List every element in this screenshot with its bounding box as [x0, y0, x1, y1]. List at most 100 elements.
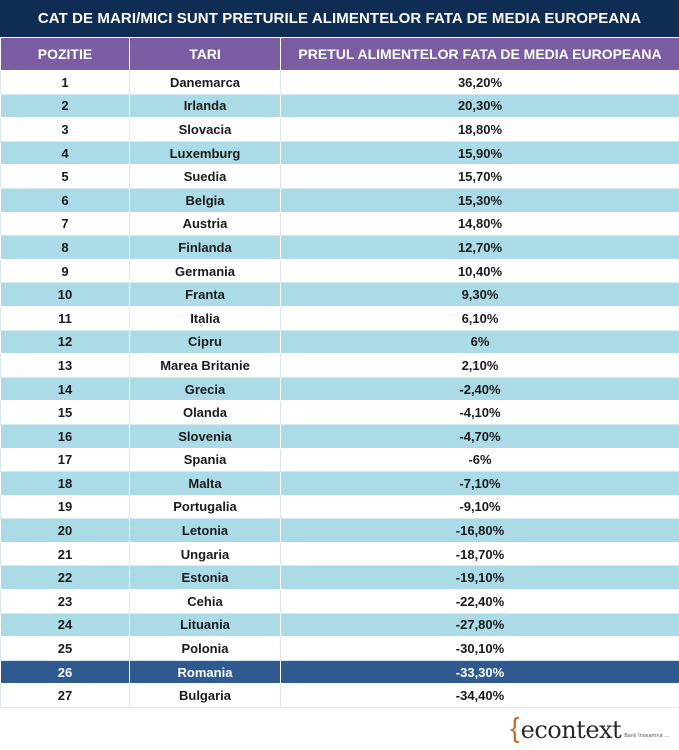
table-row: 1 Danemarca 36,20%: [0, 70, 679, 95]
cell-tara: Lituania: [129, 612, 281, 638]
cell-pozitie: 15: [0, 400, 130, 425]
cell-tara: Finlanda: [129, 235, 281, 260]
cell-tara: Bulgaria: [129, 683, 281, 709]
cell-tara: Olanda: [129, 400, 281, 425]
cell-tara: Cipru: [129, 329, 281, 355]
table-row: 15 Olanda -4,10%: [0, 400, 679, 425]
cell-pret: 20,30%: [280, 93, 679, 119]
table-row: 5 Suedia 15,70%: [0, 164, 679, 189]
cell-tara: Irlanda: [129, 93, 281, 119]
cell-tara: Slovacia: [129, 117, 281, 142]
table-row: 12 Cipru 6%: [0, 329, 679, 355]
table-row: 27 Bulgaria -34,40%: [0, 683, 679, 709]
table-row: 25 Polonia -30,10%: [0, 636, 679, 661]
cell-pozitie: 5: [0, 164, 130, 189]
cell-tara: Romania: [129, 659, 281, 685]
table-row: 20 Letonia -16,80%: [0, 518, 679, 543]
table-row: 24 Lituania -27,80%: [0, 612, 679, 638]
cell-pret: -22,40%: [280, 589, 679, 614]
logo-tagline: Banii înseamnă ...: [624, 733, 669, 739]
cell-tara: Germania: [129, 258, 281, 284]
table-row: 23 Cehia -22,40%: [0, 589, 679, 614]
logo-open-brace: {: [510, 712, 520, 743]
table-row: 18 Malta -7,10%: [0, 471, 679, 496]
column-header-tari: TARI: [129, 37, 281, 71]
cell-pozitie: 6: [0, 187, 130, 213]
cell-tara: Austria: [129, 211, 281, 237]
cell-pret: 9,30%: [280, 282, 679, 307]
cell-pozitie: 7: [0, 211, 130, 237]
table-row: 13 Marea Britanie 2,10%: [0, 353, 679, 378]
table-row: 7 Austria 14,80%: [0, 211, 679, 237]
table-row: 8 Finlanda 12,70%: [0, 235, 679, 260]
table-row: 16 Slovenia -4,70%: [0, 423, 679, 449]
cell-pozitie: 2: [0, 93, 130, 119]
cell-pret: 18,80%: [280, 117, 679, 142]
cell-tara: Italia: [129, 305, 281, 331]
cell-pret: 2,10%: [280, 353, 679, 378]
cell-tara: Portugalia: [129, 494, 281, 520]
cell-tara: Luxemburg: [129, 140, 281, 166]
cell-tara: Letonia: [129, 518, 281, 543]
cell-pozitie: 10: [0, 282, 130, 307]
cell-pozitie: 11: [0, 305, 130, 331]
cell-pozitie: 20: [0, 518, 130, 543]
cell-pozitie: 25: [0, 636, 130, 661]
cell-pret: -4,10%: [280, 400, 679, 425]
econtext-logo: { econtext } Banii înseamnă ...: [510, 712, 669, 744]
cell-pozitie: 19: [0, 494, 130, 520]
cell-tara: Spania: [129, 447, 281, 473]
cell-pret: -34,40%: [280, 683, 679, 709]
cell-pozitie: 12: [0, 329, 130, 355]
cell-pret: 6%: [280, 329, 679, 355]
cell-tara: Estonia: [129, 565, 281, 591]
cell-pret: -16,80%: [280, 518, 679, 543]
cell-tara: Franta: [129, 282, 281, 307]
page-title: CAT DE MARI/MICI SUNT PRETURILE ALIMENTE…: [0, 0, 679, 37]
cell-pret: 15,90%: [280, 140, 679, 166]
cell-pozitie: 9: [0, 258, 130, 284]
table-row: 10 Franta 9,30%: [0, 282, 679, 307]
table-row: 22 Estonia -19,10%: [0, 565, 679, 591]
cell-pozitie: 24: [0, 612, 130, 638]
table-row: 14 Grecia -2,40%: [0, 376, 679, 402]
cell-tara: Cehia: [129, 589, 281, 614]
cell-pret: 12,70%: [280, 235, 679, 260]
cell-pret: -2,40%: [280, 376, 679, 402]
cell-pret: 10,40%: [280, 258, 679, 284]
table-row: 19 Portugalia -9,10%: [0, 494, 679, 520]
cell-pozitie: 26: [0, 659, 130, 685]
cell-tara: Grecia: [129, 376, 281, 402]
cell-pozitie: 18: [0, 471, 130, 496]
table-row: 6 Belgia 15,30%: [0, 187, 679, 213]
table-row: 11 Italia 6,10%: [0, 305, 679, 331]
cell-tara: Malta: [129, 471, 281, 496]
cell-pozitie: 8: [0, 235, 130, 260]
cell-pret: -7,10%: [280, 471, 679, 496]
cell-tara: Danemarca: [129, 70, 281, 95]
cell-pozitie: 14: [0, 376, 130, 402]
cell-pret: -30,10%: [280, 636, 679, 661]
table-body: 1 Danemarca 36,20% 2 Irlanda 20,30% 3 Slovacia 1…: [0, 70, 679, 709]
table-row: 9 Germania 10,40%: [0, 258, 679, 284]
cell-pret: 14,80%: [280, 211, 679, 237]
table-row: 2 Irlanda 20,30%: [0, 93, 679, 119]
cell-pozitie: 23: [0, 589, 130, 614]
logo-text: econtext: [520, 716, 622, 744]
cell-pret: 15,70%: [280, 164, 679, 189]
cell-pozitie: 21: [0, 541, 130, 567]
cell-pret: -4,70%: [280, 423, 679, 449]
cell-tara: Ungaria: [129, 541, 281, 567]
cell-pret: -33,30%: [280, 659, 679, 685]
cell-pret: -18,70%: [280, 541, 679, 567]
table-row: 17 Spania -6%: [0, 447, 679, 473]
cell-pozitie: 3: [0, 117, 130, 142]
cell-pozitie: 22: [0, 565, 130, 591]
cell-pozitie: 27: [0, 683, 130, 709]
cell-pozitie: 4: [0, 140, 130, 166]
cell-pret: -27,80%: [280, 612, 679, 638]
table-row: 26 Romania -33,30%: [0, 659, 679, 685]
cell-pozitie: 16: [0, 423, 130, 449]
table-row: 4 Luxemburg 15,90%: [0, 140, 679, 166]
cell-tara: Suedia: [129, 164, 281, 189]
